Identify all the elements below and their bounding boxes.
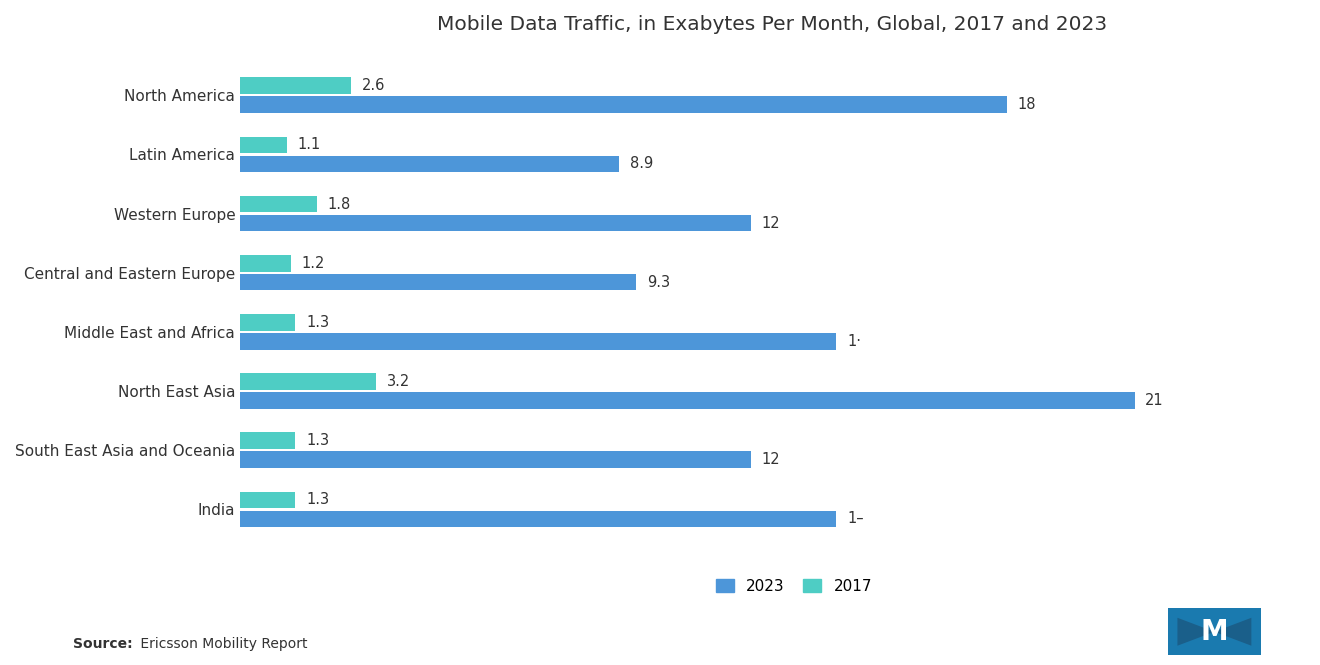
Text: 8.9: 8.9 — [630, 156, 653, 172]
Text: 1.3: 1.3 — [306, 315, 329, 330]
Text: Source:: Source: — [73, 637, 132, 652]
Title: Mobile Data Traffic, in Exabytes Per Month, Global, 2017 and 2023: Mobile Data Traffic, in Exabytes Per Mon… — [437, 15, 1107, 34]
Text: 3.2: 3.2 — [387, 374, 411, 389]
Text: 21: 21 — [1146, 393, 1164, 408]
Bar — [240, 392, 1135, 409]
Bar — [240, 78, 351, 94]
Text: 1·: 1· — [847, 334, 861, 349]
Text: 1–: 1– — [847, 511, 863, 527]
Bar — [240, 255, 292, 271]
Bar — [240, 373, 376, 390]
Bar — [240, 491, 296, 508]
Text: 9.3: 9.3 — [647, 275, 671, 290]
Legend: 2023, 2017: 2023, 2017 — [708, 571, 879, 601]
Text: 1.3: 1.3 — [306, 493, 329, 507]
Bar — [240, 136, 286, 153]
Text: 12: 12 — [762, 215, 780, 231]
Bar — [240, 511, 837, 527]
Text: 1.1: 1.1 — [297, 138, 321, 152]
Text: 18: 18 — [1018, 97, 1036, 112]
Bar — [240, 196, 317, 212]
Bar — [240, 274, 636, 291]
Text: Ericsson Mobility Report: Ericsson Mobility Report — [136, 637, 308, 652]
Text: 1.2: 1.2 — [302, 256, 325, 271]
Bar — [240, 215, 751, 231]
Bar — [240, 432, 296, 449]
Text: 2.6: 2.6 — [362, 78, 385, 93]
Text: 12: 12 — [762, 452, 780, 467]
Bar — [240, 333, 837, 350]
Bar — [240, 452, 751, 468]
Bar — [240, 156, 619, 172]
Bar — [240, 314, 296, 331]
Polygon shape — [1214, 618, 1251, 646]
Text: 1.8: 1.8 — [327, 197, 351, 211]
Polygon shape — [1177, 618, 1214, 646]
Text: M: M — [1201, 618, 1228, 646]
Bar — [240, 96, 1007, 113]
Text: 1.3: 1.3 — [306, 434, 329, 448]
